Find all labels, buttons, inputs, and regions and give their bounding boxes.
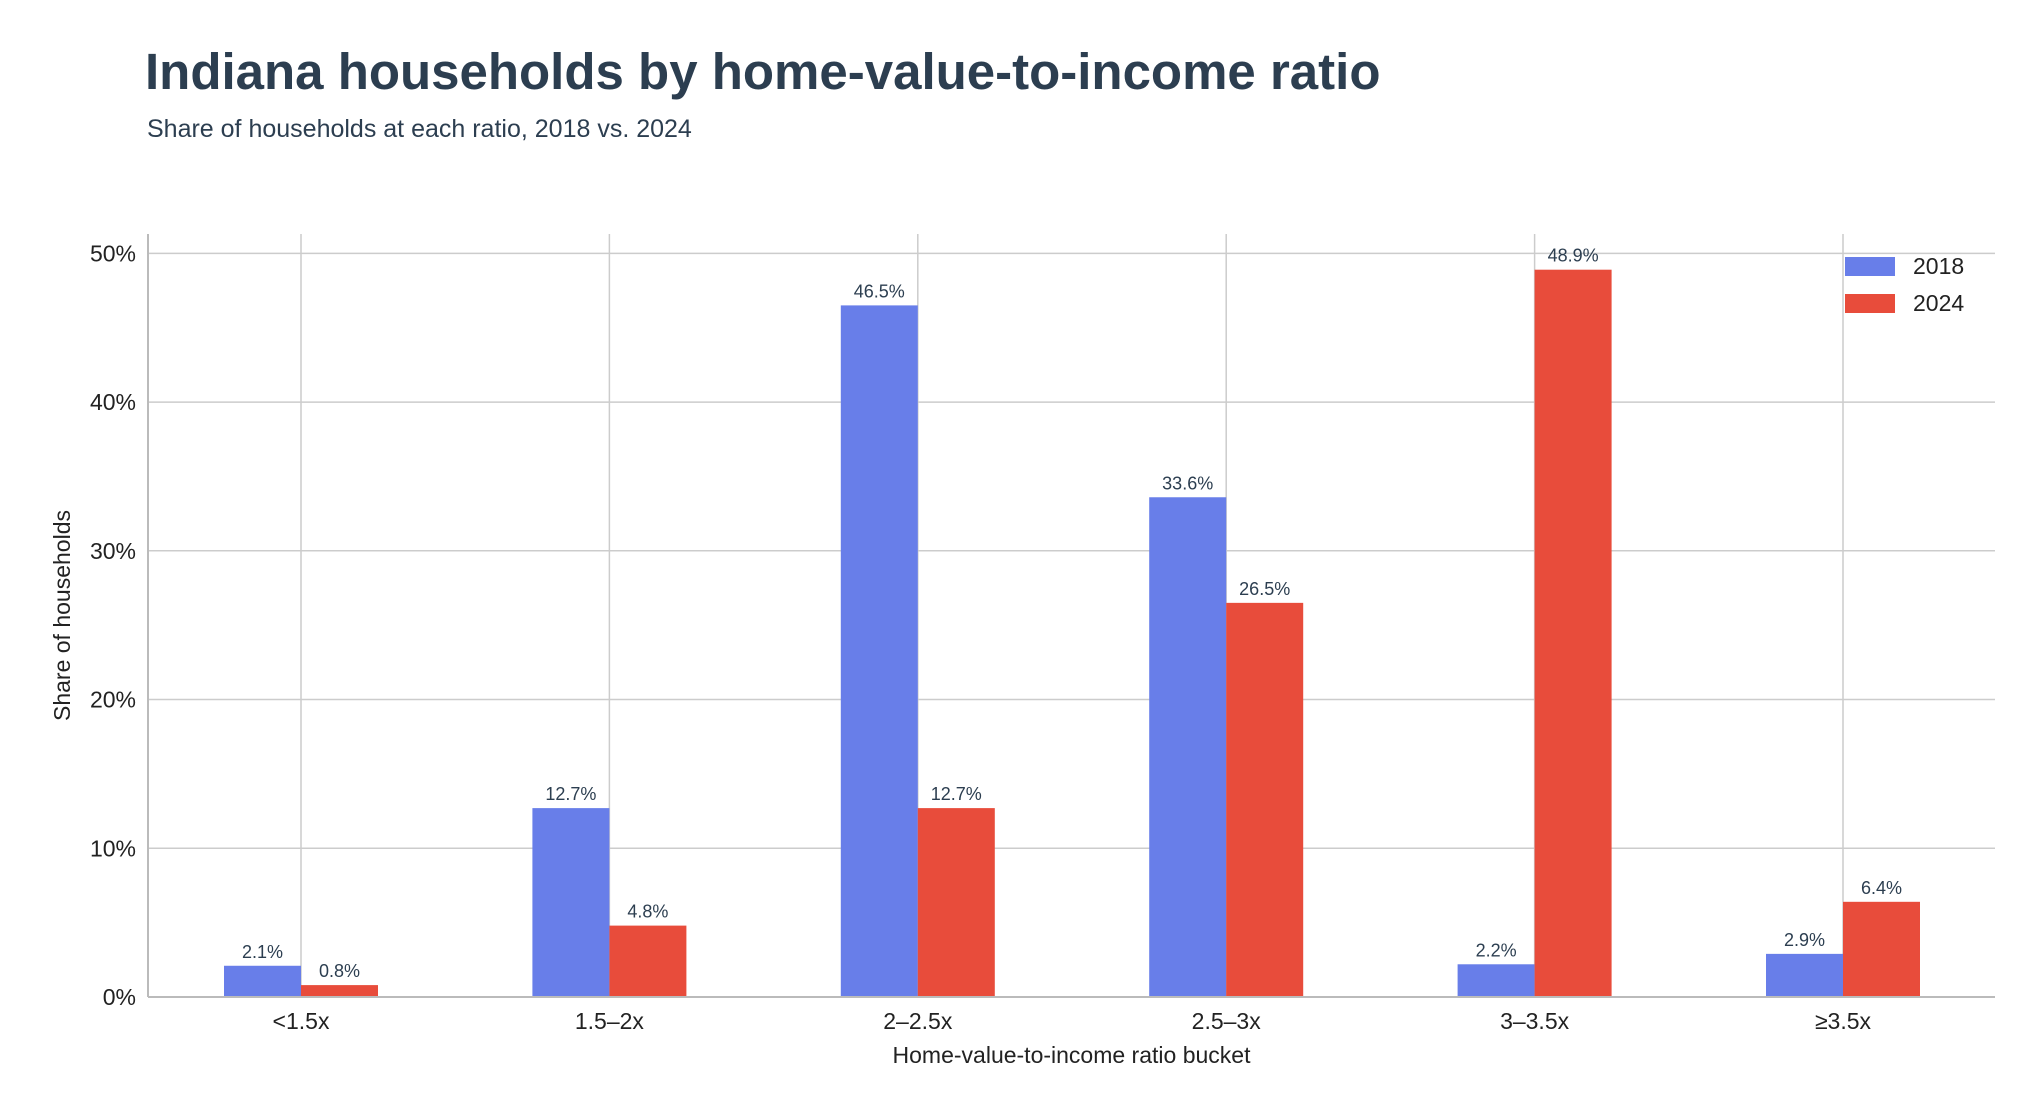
bar-2018 (1766, 953, 1843, 997)
legend-label-2024: 2024 (1913, 290, 1964, 316)
bar-2024 (1534, 269, 1612, 997)
data-labels: 2.1% 12.7% 46.5% 33.6% 2.2% 2.9% 0.8% 4.8% 12.7%… (242, 246, 1902, 981)
x-tick-label: 2–2.5x (883, 1008, 953, 1034)
x-tick-label: <1.5x (273, 1008, 330, 1034)
data-label-2024: 6.4% (1861, 878, 1902, 898)
tick-labels: 0% 10% 20% 30% 40% 50% <1.5x 1.5–2x 2–2.5x 2.5–3x… (90, 240, 1872, 1034)
bar-2024 (1226, 602, 1304, 997)
bar-2018 (224, 965, 301, 997)
axes (147, 234, 1995, 998)
x-tick-label: 2.5–3x (1192, 1008, 1262, 1034)
bar-2024 (1843, 901, 1920, 997)
bar-2018 (840, 305, 918, 997)
bar-2018 (1149, 497, 1227, 997)
legend-label-2018: 2018 (1913, 253, 1964, 279)
y-axis-label: Share of households (49, 510, 75, 721)
y-tick-label: 10% (90, 835, 136, 861)
data-label-2018: 33.6% (1162, 473, 1213, 493)
y-tick-label: 0% (103, 984, 136, 1010)
bar-2024 (917, 808, 995, 997)
data-label-2018: 12.7% (545, 784, 596, 804)
x-axis-label: Home-value-to-income ratio bucket (893, 1042, 1252, 1068)
data-label-2024: 26.5% (1239, 579, 1290, 599)
x-tick-label: 1.5–2x (575, 1008, 645, 1034)
data-label-2018: 2.9% (1784, 930, 1825, 950)
y-tick-label: 50% (90, 240, 136, 266)
data-label-2018: 46.5% (854, 281, 905, 301)
legend-swatch-2024 (1845, 294, 1895, 313)
legend-swatch-2018 (1845, 257, 1895, 276)
bar-2018 (532, 808, 610, 997)
bar-2024 (609, 925, 687, 997)
grid-lines (148, 234, 1995, 998)
legend: 2018 2024 (1845, 253, 1964, 316)
data-label-2018: 2.2% (1476, 940, 1517, 960)
data-label-2018: 2.1% (242, 942, 283, 962)
data-label-2024: 48.9% (1548, 246, 1599, 266)
x-tick-label: ≥3.5x (1815, 1008, 1872, 1034)
y-tick-label: 20% (90, 687, 136, 713)
chart-subtitle: Share of households at each ratio, 2018 … (147, 115, 692, 143)
data-label-2024: 0.8% (319, 961, 360, 981)
y-tick-label: 30% (90, 538, 136, 564)
y-tick-label: 40% (90, 389, 136, 415)
data-label-2024: 12.7% (931, 784, 982, 804)
data-label-2024: 4.8% (627, 902, 668, 922)
bar-2024 (301, 985, 378, 997)
bar-2018 (1457, 964, 1535, 997)
bars (224, 269, 1920, 997)
x-tick-label: 3–3.5x (1500, 1008, 1570, 1034)
chart-title: Indiana households by home-value-to-inco… (145, 43, 1381, 100)
